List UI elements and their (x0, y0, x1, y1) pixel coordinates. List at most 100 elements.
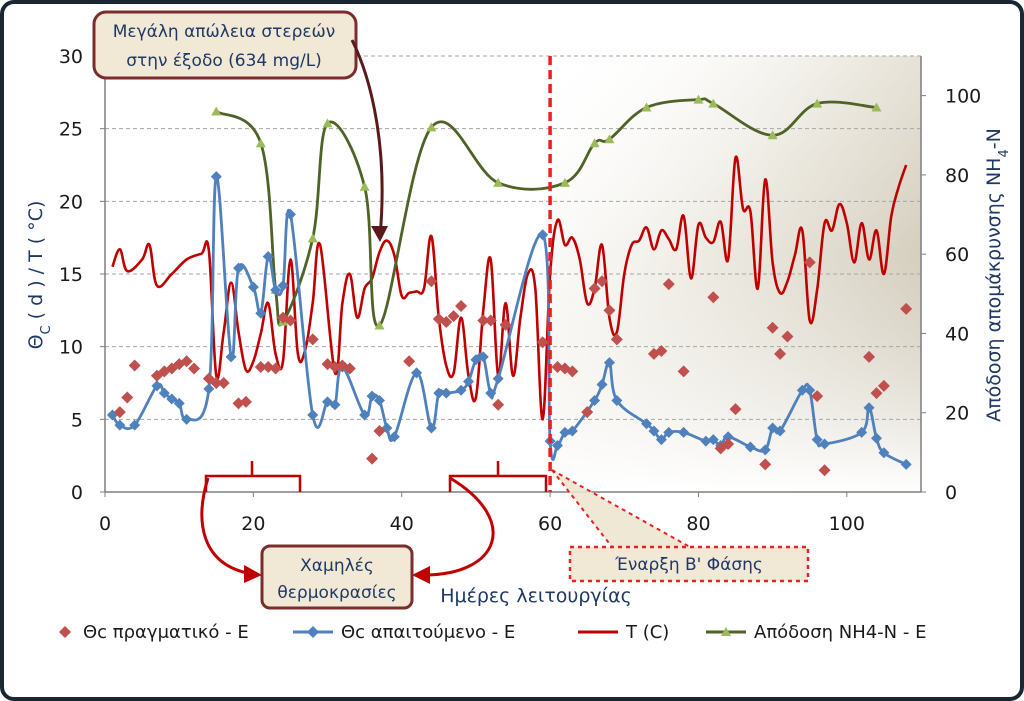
series-line-2 (111, 155, 908, 421)
data-point-1 (455, 384, 467, 396)
series-1 (106, 171, 912, 470)
data-point-1 (411, 367, 423, 379)
data-point-0 (343, 362, 356, 375)
data-point-0 (254, 361, 267, 374)
data-point-1 (611, 394, 623, 406)
data-point-3 (559, 177, 570, 187)
data-point-1 (151, 380, 163, 392)
data-point-1 (440, 387, 452, 399)
data-point-1 (233, 262, 245, 274)
data-point-3 (604, 134, 615, 144)
data-point-1 (589, 394, 601, 406)
legend: Θc πραγματικό - E Θc απαιτούμενο - E T (C)… (59, 622, 926, 643)
data-point-0 (113, 406, 126, 419)
data-point-1 (373, 394, 385, 406)
data-point-0 (306, 333, 319, 346)
annotation-phase-callout-edge1 (551, 469, 613, 548)
data-point-1 (856, 426, 868, 438)
data-point-1 (811, 434, 823, 446)
data-point-0 (655, 345, 668, 358)
annotation-low-temp-line1: Χαμηλές (300, 556, 374, 576)
y-right-tick-label: 100 (945, 86, 981, 108)
annotation-low-temp-bracket-left (204, 461, 302, 492)
data-point-0 (499, 318, 512, 331)
legend-swatch-1 (307, 626, 319, 638)
data-point-1 (596, 378, 608, 390)
data-point-0 (588, 282, 601, 295)
legend-label-2: T (C) (625, 622, 669, 643)
data-point-1 (359, 409, 371, 421)
data-point-0 (603, 304, 616, 317)
data-point-1 (492, 373, 504, 385)
annotation-solids-loss-line1: Μεγάλη απώλεια στερεών (113, 22, 336, 42)
data-point-1 (863, 402, 875, 414)
data-point-0 (373, 424, 386, 437)
data-point-3 (493, 177, 504, 187)
data-point-0 (729, 403, 742, 416)
y-left-tick-label: 25 (59, 119, 83, 141)
data-point-0 (425, 275, 438, 288)
data-point-1 (655, 434, 667, 446)
annotation-low-temp-arrow-left (200, 477, 253, 576)
data-point-0 (781, 330, 794, 343)
data-point-1 (537, 229, 549, 241)
data-point-1 (158, 387, 170, 399)
annotation-low-temp-arrow-right (423, 476, 495, 577)
data-point-3 (359, 181, 370, 191)
data-point-0 (217, 377, 230, 389)
y-right-axis-title: Απόδοση απομάκρυνσης NH4-N (983, 128, 1012, 422)
data-point-1 (225, 351, 237, 363)
data-point-0 (447, 310, 460, 323)
series-0 (113, 256, 913, 477)
legend-label-1: Θc απαιτούμενο - E (341, 622, 515, 643)
data-point-0 (239, 395, 252, 408)
data-point-1 (366, 390, 378, 402)
data-point-1 (270, 284, 282, 296)
data-point-0 (566, 365, 579, 378)
data-point-0 (180, 355, 193, 368)
data-point-1 (552, 439, 564, 451)
data-point-1 (462, 376, 474, 388)
data-point-1 (722, 431, 734, 443)
data-point-0 (440, 315, 453, 328)
data-point-0 (210, 377, 223, 389)
data-point-1 (173, 397, 185, 409)
series-2 (111, 155, 908, 421)
data-point-3 (693, 94, 704, 104)
legend-item-1: Θc απαιτούμενο - E (293, 622, 515, 643)
legend-label-0: Θc πραγματικό - E (83, 622, 249, 643)
data-point-0 (492, 398, 505, 411)
y-right-tick-label: 0 (945, 482, 957, 504)
data-point-1 (166, 393, 178, 405)
data-point-1 (870, 432, 882, 444)
data-point-1 (641, 418, 653, 430)
data-point-1 (485, 387, 497, 399)
y-left-tick-label: 10 (59, 337, 83, 359)
data-point-3 (871, 102, 882, 112)
data-point-1 (307, 409, 319, 421)
annotation-solids-loss-line2: στην έξοδο (634 mg/L) (126, 51, 322, 71)
data-point-1 (477, 351, 489, 363)
y-left-tick-label: 30 (59, 46, 83, 68)
x-tick-label: 0 (99, 513, 111, 535)
data-point-3 (211, 106, 222, 116)
data-point-0 (803, 256, 816, 269)
data-point-0 (284, 314, 297, 327)
legend-item-2: T (C) (578, 622, 669, 643)
data-point-0 (536, 336, 549, 349)
data-point-1 (603, 357, 615, 369)
data-point-3 (767, 130, 778, 140)
data-point-1 (878, 447, 890, 459)
data-point-1 (262, 251, 274, 263)
data-point-3 (255, 138, 266, 148)
data-point-1 (796, 384, 808, 396)
data-point-0 (774, 347, 787, 360)
data-point-1 (181, 413, 193, 425)
data-point-3 (322, 118, 333, 128)
data-point-0 (900, 302, 913, 315)
legend-item-0: Θc πραγματικό - E (59, 622, 249, 643)
annotation-low-temp-arrowhead-left (244, 565, 262, 583)
data-point-1 (425, 422, 437, 434)
axes: 0 20 40 60 80 100 0 5 10 15 20 25 30 0 20 40 60 80 100 (59, 46, 981, 535)
